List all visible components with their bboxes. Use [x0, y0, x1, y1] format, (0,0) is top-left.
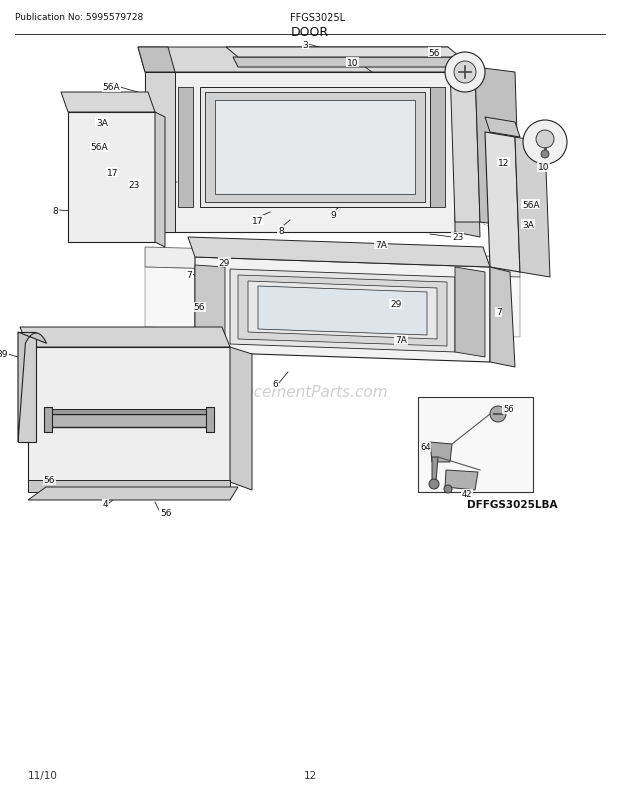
Text: 7: 7: [186, 270, 192, 279]
Text: 10: 10: [347, 59, 358, 67]
Text: 29: 29: [219, 258, 230, 267]
Text: 3: 3: [302, 40, 308, 50]
Polygon shape: [258, 286, 427, 335]
Polygon shape: [145, 73, 175, 233]
Polygon shape: [238, 276, 447, 346]
Text: 39: 39: [0, 350, 8, 359]
Text: DOOR: DOOR: [291, 26, 329, 39]
Polygon shape: [200, 88, 430, 208]
Polygon shape: [455, 68, 480, 237]
Circle shape: [429, 480, 439, 489]
Bar: [418, 398, 533, 492]
Polygon shape: [188, 237, 490, 268]
Polygon shape: [138, 48, 175, 73]
Polygon shape: [205, 93, 425, 203]
Polygon shape: [230, 269, 455, 353]
Polygon shape: [195, 265, 225, 354]
Text: 64: 64: [420, 443, 431, 452]
Text: 7: 7: [496, 308, 502, 317]
Polygon shape: [230, 347, 252, 490]
Polygon shape: [44, 407, 52, 432]
Polygon shape: [455, 268, 485, 358]
Polygon shape: [450, 68, 480, 223]
Text: 3A: 3A: [522, 221, 534, 229]
Text: 12: 12: [498, 158, 510, 168]
Polygon shape: [206, 407, 214, 432]
Text: 17: 17: [252, 217, 264, 225]
Text: 23: 23: [452, 233, 463, 242]
Text: 11/10: 11/10: [28, 770, 58, 780]
Polygon shape: [145, 268, 520, 338]
Text: DFFGS3025LBA: DFFGS3025LBA: [467, 500, 557, 509]
Circle shape: [536, 131, 554, 149]
Text: 12: 12: [303, 770, 317, 780]
Polygon shape: [61, 93, 155, 113]
Circle shape: [445, 53, 485, 93]
Circle shape: [490, 407, 506, 423]
Text: 3A: 3A: [96, 119, 108, 128]
Polygon shape: [18, 333, 46, 443]
Polygon shape: [145, 248, 520, 277]
Text: 56: 56: [43, 476, 55, 485]
Circle shape: [454, 62, 476, 84]
Text: 4: 4: [102, 500, 108, 508]
Text: 17: 17: [107, 168, 118, 177]
Polygon shape: [178, 88, 193, 208]
Circle shape: [523, 121, 567, 164]
Polygon shape: [430, 443, 452, 463]
Polygon shape: [432, 457, 438, 482]
Polygon shape: [233, 58, 460, 68]
Polygon shape: [485, 118, 520, 138]
Text: 9: 9: [330, 210, 336, 219]
Polygon shape: [475, 68, 520, 228]
Circle shape: [444, 485, 452, 493]
Text: 29: 29: [390, 300, 401, 309]
Text: 56: 56: [503, 405, 513, 414]
Polygon shape: [226, 48, 460, 58]
Polygon shape: [155, 113, 165, 248]
Text: Publication No: 5995579728: Publication No: 5995579728: [15, 13, 143, 22]
Polygon shape: [28, 347, 230, 482]
Polygon shape: [138, 48, 455, 73]
Text: 8: 8: [278, 226, 284, 235]
Polygon shape: [515, 138, 550, 277]
Polygon shape: [485, 133, 520, 273]
Polygon shape: [430, 88, 445, 208]
Text: 56: 56: [160, 508, 172, 516]
Polygon shape: [68, 113, 155, 243]
Polygon shape: [490, 268, 515, 367]
Text: 56: 56: [428, 48, 440, 58]
Polygon shape: [28, 480, 230, 492]
Text: 23: 23: [128, 180, 140, 189]
Polygon shape: [20, 327, 230, 347]
Text: 7A: 7A: [375, 241, 387, 249]
Polygon shape: [28, 488, 238, 500]
Text: 10: 10: [538, 164, 549, 172]
Polygon shape: [195, 257, 490, 363]
Polygon shape: [215, 101, 415, 195]
Circle shape: [541, 151, 549, 159]
Text: FFGS3025L: FFGS3025L: [290, 13, 345, 23]
Text: 8: 8: [52, 206, 58, 215]
Polygon shape: [248, 282, 437, 339]
Polygon shape: [145, 73, 455, 233]
Polygon shape: [48, 410, 210, 415]
Text: 7A: 7A: [395, 336, 407, 345]
Text: 56: 56: [193, 303, 205, 312]
Text: 56A: 56A: [91, 144, 108, 152]
Polygon shape: [48, 415, 210, 427]
Text: 56A: 56A: [102, 83, 120, 92]
Text: 56A: 56A: [522, 200, 539, 209]
Text: 6: 6: [272, 380, 278, 389]
Text: 42: 42: [462, 490, 472, 499]
Polygon shape: [445, 471, 478, 490]
Polygon shape: [18, 333, 36, 443]
Text: eReplacementParts.com: eReplacementParts.com: [202, 385, 388, 400]
